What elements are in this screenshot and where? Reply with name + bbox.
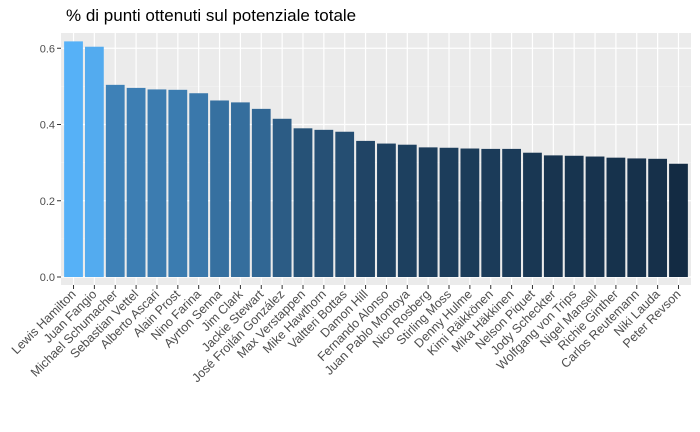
bar-13 <box>335 131 355 277</box>
bar-8 <box>231 102 250 277</box>
bar-22 <box>523 152 542 277</box>
bar-18 <box>439 147 459 277</box>
chart-title: % di punti ottenuti sul potenziale total… <box>66 6 357 25</box>
bar-7 <box>210 100 229 277</box>
bar-6 <box>189 93 209 277</box>
bar-28 <box>648 158 668 277</box>
bar-17 <box>418 147 438 277</box>
y-tick-label: 0.2 <box>40 196 55 208</box>
bar-29 <box>669 163 688 277</box>
bar-0 <box>64 41 83 278</box>
bar-3 <box>126 87 146 278</box>
bar-24 <box>564 155 584 277</box>
bar-4 <box>147 89 167 277</box>
bar-19 <box>460 148 480 277</box>
bar-20 <box>481 148 501 277</box>
bar-12 <box>314 129 334 277</box>
bar-27 <box>627 158 647 277</box>
bar-2 <box>105 84 125 277</box>
bar-14 <box>356 140 375 277</box>
bar-26 <box>606 157 626 277</box>
y-tick-label: 0.6 <box>40 43 55 55</box>
bar-15 <box>377 143 396 277</box>
y-tick-label: 0.4 <box>40 120 55 132</box>
bar-10 <box>272 118 292 277</box>
bar-5 <box>168 89 188 278</box>
bar-16 <box>397 144 417 277</box>
bar-23 <box>543 155 563 277</box>
bar-11 <box>293 128 313 277</box>
bar-25 <box>585 156 605 277</box>
bar-1 <box>84 46 104 277</box>
y-tick-label: 0.0 <box>40 272 55 284</box>
bar-9 <box>251 108 271 278</box>
bar-21 <box>502 148 521 277</box>
